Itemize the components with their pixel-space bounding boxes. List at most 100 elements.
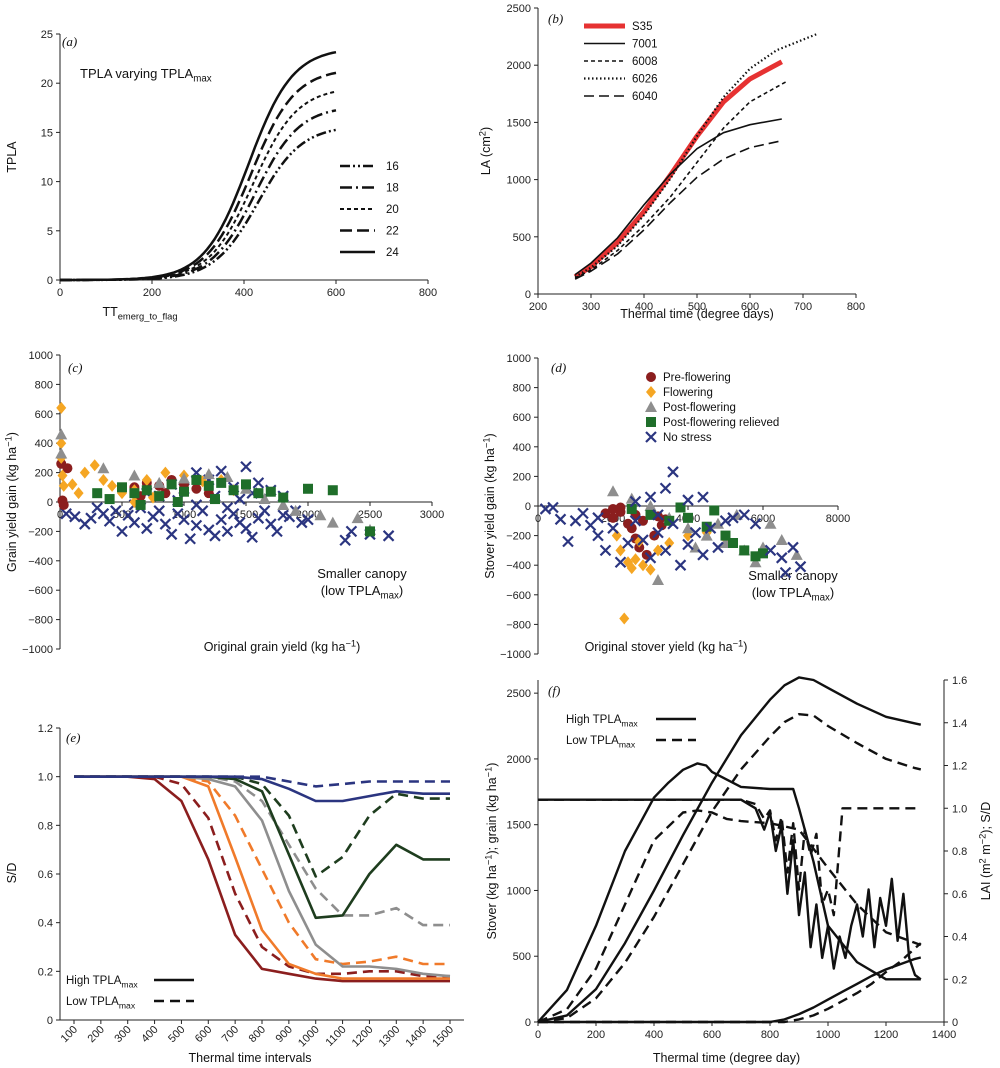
legend-label: 6008 [632, 56, 658, 68]
data-point-x [644, 552, 657, 564]
data-point-x [667, 517, 679, 530]
data-point-square [645, 509, 656, 520]
y-tick-label: 800 [513, 383, 531, 395]
data-point-triangle [277, 498, 290, 510]
data-point-x [637, 534, 649, 546]
data-point-x [614, 556, 627, 569]
data-point-x [764, 544, 777, 557]
data-point-square [172, 497, 183, 507]
x-axis-label-part: ) [356, 640, 360, 654]
x-tick-label: 800 [419, 287, 437, 299]
legend-label-part: High TPLA [66, 975, 122, 987]
y2-axis-label-part: LAI (m [979, 863, 993, 900]
y-tick-label: 0.4 [38, 918, 53, 930]
panel-label: (c) [68, 360, 82, 375]
x-tick-label: 1300 [377, 1024, 403, 1050]
data-point-x [787, 541, 799, 554]
x-axis-label-part: −1 [345, 639, 356, 649]
data-point-diamond [160, 466, 171, 479]
panel-annotation-part: max [193, 74, 212, 85]
series-line [74, 775, 450, 803]
data-point-diamond [619, 612, 630, 625]
annotation: Smaller canopy [317, 566, 407, 581]
data-point-square [327, 485, 338, 496]
x-axis-label-part: −1 [733, 639, 744, 649]
y-tick-label: 2000 [507, 60, 531, 72]
y-tick-label: 0.2 [38, 966, 53, 978]
data-point-triangle [55, 447, 68, 459]
y2-axis-label: LAI (m2 m−2); S/D [978, 802, 994, 901]
annotation-part: (low TPLA [321, 583, 381, 598]
data-point-x [697, 549, 709, 561]
data-point-x [727, 512, 739, 524]
legend-marker [646, 386, 656, 398]
y-axis-label: TPLA [5, 141, 19, 173]
data-point-circle [191, 483, 202, 494]
data-point-diamond [79, 466, 90, 479]
y-axis-label-part: Stover yield gain (kg ha [483, 448, 497, 579]
data-point-x [749, 517, 762, 530]
y-axis-label-part: −1 [484, 767, 494, 778]
x-axis-label-part: Original grain yield (kg ha [204, 640, 346, 654]
legend-label-part: max [121, 980, 138, 990]
panel-annotation: TPLA varying TPLAmax [80, 66, 212, 85]
data-point-triangle [700, 529, 713, 541]
panel-a: 0 5 10 15 20 25 0 200 400 600 800 (a) TPLA varying T… [5, 29, 437, 322]
x-tick-label: 800 [761, 1029, 779, 1041]
y-axis-label-part: TPLA [5, 141, 19, 173]
data-point-x [599, 544, 612, 557]
panel-label: (a) [62, 34, 77, 49]
y2-tick-label: 1.6 [952, 675, 967, 687]
data-point-diamond [664, 537, 675, 549]
series-line-22 [60, 71, 337, 282]
data-point-x [652, 509, 664, 521]
data-point-square [210, 494, 220, 505]
data-point-x [719, 515, 732, 527]
data-point-x [775, 552, 788, 564]
series-line [74, 775, 450, 927]
data-point-diamond [73, 487, 84, 500]
x-tick-label: 2500 [358, 509, 382, 521]
legend-label-part: max [621, 719, 638, 729]
x-tick-label: 1100 [323, 1024, 348, 1049]
data-point-x [644, 491, 657, 503]
y-tick-label: 400 [513, 442, 531, 454]
data-point-triangle [775, 534, 788, 546]
legend-label: 18 [386, 183, 399, 195]
y-tick-label: 5 [47, 226, 53, 238]
data-point-x [215, 513, 227, 526]
data-point-square [683, 512, 693, 523]
data-point-square [241, 479, 251, 490]
data-point-triangle [652, 574, 664, 585]
legend-label: High TPLAmax [566, 714, 638, 729]
series-line [537, 713, 922, 1024]
x-tick-label: 1400 [932, 1029, 956, 1041]
y2-tick-label: 0.6 [952, 889, 967, 901]
series-line [538, 798, 921, 917]
y-tick-label: 1.0 [38, 772, 53, 784]
data-point-square [179, 486, 189, 497]
data-point-x [215, 465, 227, 477]
data-point-x [622, 537, 634, 549]
y-tick-label: 15 [41, 127, 53, 139]
x-axis-label: Original stover yield (kg ha−1) [585, 639, 748, 655]
data-point-square [228, 485, 239, 496]
series-line-20 [60, 90, 337, 281]
data-point-diamond [57, 469, 68, 482]
data-point-x [659, 482, 672, 495]
data-point-x [234, 493, 246, 505]
y-tick-label: 1000 [507, 885, 531, 897]
data-point-square [303, 483, 313, 494]
x-tick-label: 400 [139, 1024, 160, 1045]
series-line [538, 942, 922, 1024]
data-point-diamond [626, 562, 637, 575]
data-point-diamond [56, 437, 67, 450]
data-point-x [562, 535, 574, 548]
data-point-square [191, 474, 202, 485]
data-point-square [166, 479, 177, 490]
data-point-x [128, 516, 141, 529]
y-axis-label-part: Grain yield gain (kg ha [5, 447, 19, 572]
legend-label: No stress [663, 432, 712, 444]
data-point-square [117, 482, 127, 493]
y-tick-label: −600 [506, 590, 531, 602]
